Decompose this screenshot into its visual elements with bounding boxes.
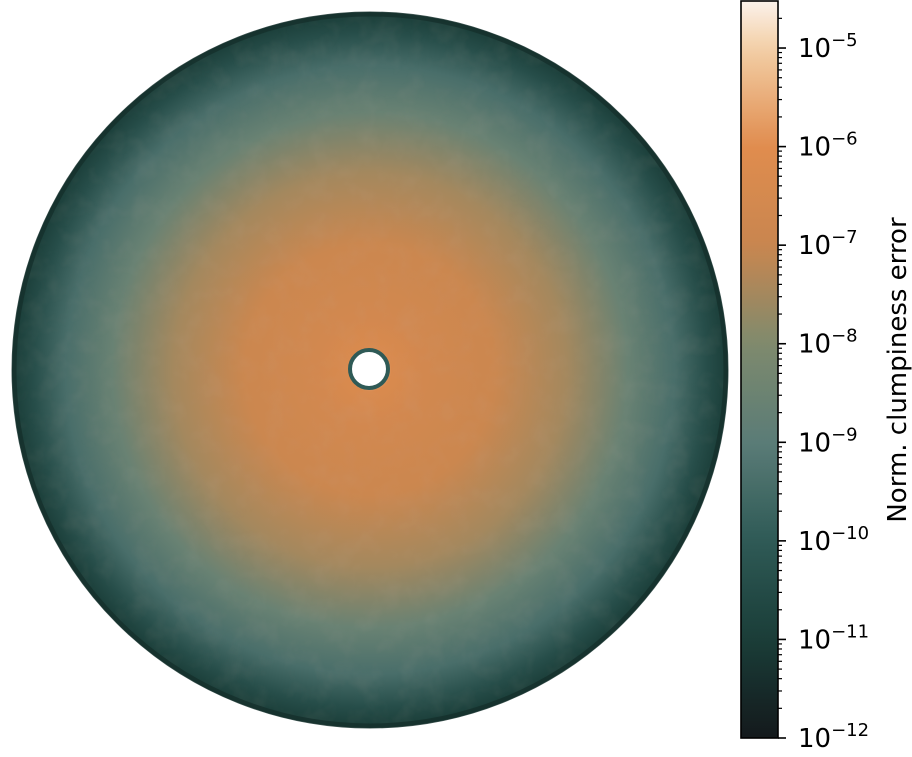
disc-map [11, 11, 729, 729]
colorbar-label: Norm. clumpiness error [883, 217, 912, 523]
disc-rim [11, 11, 729, 729]
colorbar-tick-label: 10−12 [798, 720, 869, 754]
colorbar-tick-label: 10−10 [798, 523, 869, 557]
colorbar-frame [740, 0, 779, 739]
colorbar: 10−12 10−11 10−10 10−9 10−8 10−7 10−6 10−5 Norm… [740, 0, 912, 754]
colorbar-fill [741, 1, 778, 738]
center-hole [348, 348, 390, 390]
colorbar-tick-label: 10−8 [798, 326, 858, 360]
colorbar-ticks: 10−12 10−11 10−10 10−9 10−8 10−7 10−6 10−5 [778, 17, 869, 754]
colorbar-tick-label: 10−9 [798, 424, 858, 458]
colorbar-tick-label: 10−6 [798, 129, 858, 163]
colorbar-tick-label: 10−7 [798, 227, 858, 261]
colorbar-tick-label: 10−5 [798, 30, 858, 64]
colorbar-tick-label: 10−11 [798, 621, 869, 655]
